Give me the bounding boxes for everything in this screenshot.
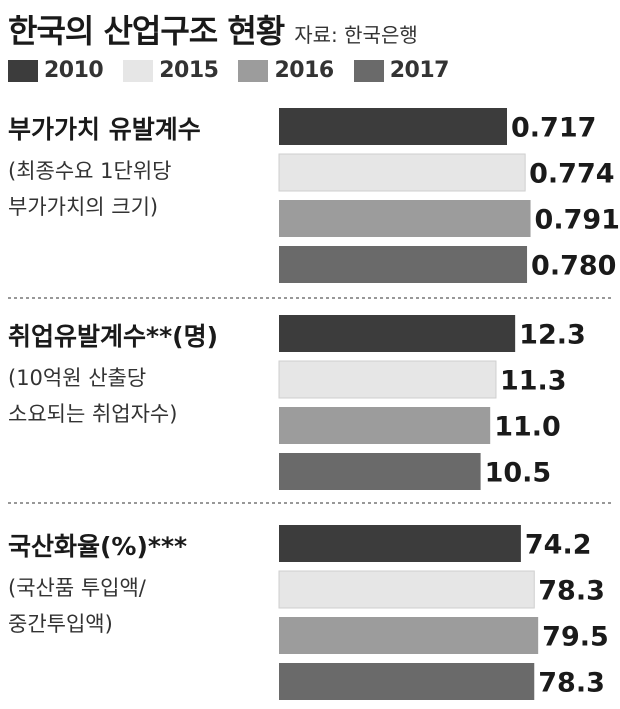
chart-header: 한국의 산업구조 현황 자료: 한국은행 <box>8 6 418 50</box>
panel-title-2: 취업유발계수**(명) <box>8 322 218 351</box>
bar-1-2010 <box>279 108 508 145</box>
legend-label-2010: 2010 <box>44 58 104 83</box>
panel-subtitle-2-line-1: (10억원 산출당 <box>8 366 146 390</box>
bar-2-2017 <box>279 453 481 490</box>
bar-3-2017 <box>279 663 535 700</box>
bar-2-2016 <box>279 407 491 444</box>
panel-title-1: 부가가치 유발계수 <box>8 115 201 144</box>
bar-3-2015 <box>278 570 535 609</box>
value-label-1-2017: 0.780 <box>531 251 616 282</box>
panel-subtitle-3-line-1: (국산품 투입액/ <box>8 576 147 600</box>
legend-swatch-2010 <box>8 59 38 82</box>
value-label-2-2010: 12.3 <box>519 320 586 351</box>
value-label-3-2010: 74.2 <box>525 530 592 561</box>
legend-item-2015: 2015 <box>123 58 219 83</box>
legend-swatch-2016 <box>238 59 269 82</box>
bar-2-2010 <box>279 315 516 352</box>
bar-2-2015 <box>278 360 497 399</box>
legend-item-2016: 2016 <box>238 58 334 83</box>
value-label-1-2010: 0.717 <box>511 113 596 144</box>
legend: 2010 2015 2016 2017 <box>8 58 469 83</box>
bar-3-2016 <box>279 617 539 654</box>
legend-swatch-2015 <box>123 59 154 82</box>
panel-subtitle-1-line-2: 부가가치의 크기) <box>8 195 158 219</box>
value-label-3-2016: 79.5 <box>542 622 609 653</box>
legend-item-2017: 2017 <box>353 58 450 83</box>
bar-3-2010 <box>279 525 521 562</box>
value-label-1-2016: 0.791 <box>535 205 620 236</box>
panel-subtitle-2-line-2: 소요되는 취업자수) <box>8 402 177 426</box>
legend-label-2016: 2016 <box>274 58 334 83</box>
value-label-2-2016: 11.0 <box>494 412 561 443</box>
bar-1-2016 <box>279 200 531 237</box>
bar-1-2015 <box>278 153 526 192</box>
bar-1-2017 <box>279 246 528 283</box>
legend-label-2017: 2017 <box>389 58 450 83</box>
value-label-3-2015: 78.3 <box>538 576 605 607</box>
value-label-2-2015: 11.3 <box>500 366 567 397</box>
value-label-2-2017: 10.5 <box>485 458 552 489</box>
panel-title-3: 국산화율(%)*** <box>8 532 187 561</box>
panel-subtitle-3-line-2: 중간투입액) <box>8 612 113 636</box>
source-note: 자료: 한국은행 <box>294 23 418 47</box>
legend-swatch-2017 <box>353 59 384 82</box>
legend-item-2010: 2010 <box>8 58 104 83</box>
legend-label-2015: 2015 <box>159 58 219 83</box>
chart-title: 한국의 산업구조 현황 <box>8 12 285 50</box>
value-label-1-2015: 0.774 <box>529 159 614 190</box>
value-label-3-2017: 78.3 <box>538 668 605 699</box>
panel-subtitle-1-line-1: (최종수요 1단위당 <box>8 159 171 183</box>
